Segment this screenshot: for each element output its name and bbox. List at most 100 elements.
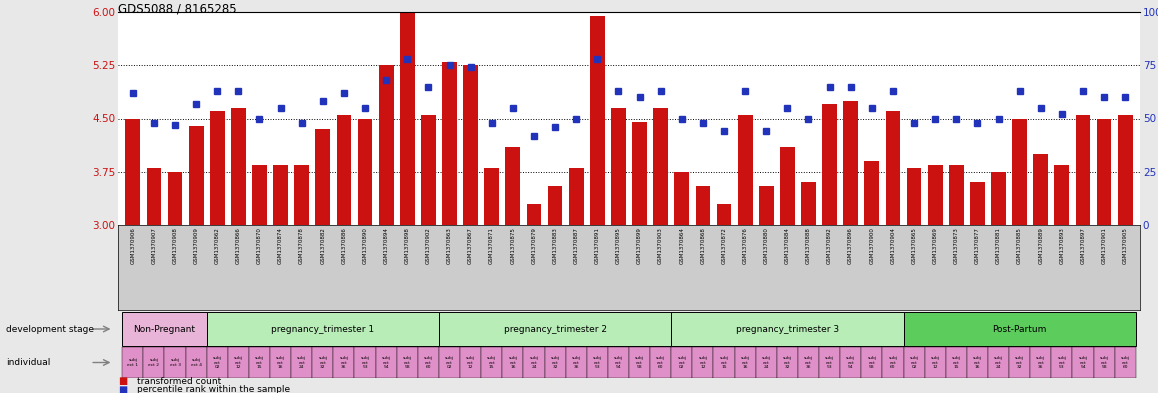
Text: subj
ect
24: subj ect 24 <box>762 356 771 369</box>
Bar <box>988 347 1009 378</box>
Text: subj
ect
32: subj ect 32 <box>318 356 328 369</box>
Text: subj
ect
15: subj ect 15 <box>255 356 264 369</box>
Text: pregnancy_trimester 2: pregnancy_trimester 2 <box>504 325 607 334</box>
Text: ■: ■ <box>118 385 127 393</box>
Text: subj
ect
02: subj ect 02 <box>213 356 221 369</box>
Text: pregnancy_trimester 3: pregnancy_trimester 3 <box>735 325 838 334</box>
Text: GSM1370870: GSM1370870 <box>257 228 262 264</box>
Text: subj
ect
60: subj ect 60 <box>657 356 665 369</box>
Text: subj
ect
53: subj ect 53 <box>826 356 834 369</box>
Bar <box>924 347 946 378</box>
Text: GSM1370872: GSM1370872 <box>721 228 726 264</box>
Bar <box>696 186 710 225</box>
Text: subj
ect
53: subj ect 53 <box>1057 356 1067 369</box>
Bar <box>375 347 397 378</box>
Bar <box>991 172 1006 225</box>
Text: GSM1370894: GSM1370894 <box>383 228 389 264</box>
Bar <box>1012 119 1027 225</box>
Bar <box>882 347 903 378</box>
Bar <box>527 204 542 225</box>
Text: GSM1370874: GSM1370874 <box>278 228 283 264</box>
Text: subj
ect
12: subj ect 12 <box>931 356 939 369</box>
Text: GSM1370902: GSM1370902 <box>426 228 431 264</box>
Text: GSM1370897: GSM1370897 <box>1080 228 1085 264</box>
Text: Post-Partum: Post-Partum <box>992 325 1047 334</box>
Bar <box>315 129 330 225</box>
Bar <box>948 165 963 225</box>
Bar <box>503 347 523 378</box>
Text: GSM1370877: GSM1370877 <box>975 228 980 264</box>
Text: subj
ect
02: subj ect 02 <box>909 356 918 369</box>
Text: GSM1370881: GSM1370881 <box>996 228 1001 264</box>
Text: GSM1370890: GSM1370890 <box>362 228 367 264</box>
Bar <box>611 108 625 225</box>
Text: subj
ect
16: subj ect 16 <box>508 356 518 369</box>
Text: GSM1370900: GSM1370900 <box>870 228 874 264</box>
Bar <box>206 312 439 346</box>
Text: GSM1370880: GSM1370880 <box>764 228 769 264</box>
Bar <box>400 12 415 225</box>
Text: GSM1370884: GSM1370884 <box>785 228 790 264</box>
Text: GSM1370883: GSM1370883 <box>552 228 558 264</box>
Text: GSM1370882: GSM1370882 <box>321 228 325 264</box>
Bar <box>632 122 647 225</box>
Bar <box>886 111 900 225</box>
Bar <box>970 182 984 225</box>
Bar <box>210 111 225 225</box>
Bar <box>1072 347 1093 378</box>
Text: subj
ect
24: subj ect 24 <box>529 356 538 369</box>
Text: subj
ect
16: subj ect 16 <box>276 356 285 369</box>
Text: subj
ect 2: subj ect 2 <box>148 358 160 367</box>
Text: GSM1370895: GSM1370895 <box>616 228 621 264</box>
Bar <box>650 347 672 378</box>
Bar <box>587 347 608 378</box>
Bar <box>841 347 862 378</box>
Text: GSM1370903: GSM1370903 <box>658 228 664 264</box>
Bar <box>822 104 837 225</box>
Bar <box>379 65 394 225</box>
Text: GSM1370891: GSM1370891 <box>595 228 600 264</box>
Bar <box>313 347 334 378</box>
Text: GSM1370909: GSM1370909 <box>193 228 199 264</box>
Bar <box>903 347 924 378</box>
Text: subj
ect
12: subj ect 12 <box>467 356 475 369</box>
Bar <box>713 347 734 378</box>
Text: GSM1370862: GSM1370862 <box>214 228 220 264</box>
Text: GDS5088 / 8165285: GDS5088 / 8165285 <box>118 2 236 15</box>
Text: subj
ect
24: subj ect 24 <box>994 356 1003 369</box>
Text: development stage: development stage <box>6 325 94 334</box>
Bar <box>548 186 563 225</box>
Bar <box>777 347 798 378</box>
Bar <box>397 347 418 378</box>
Text: subj
ect
24: subj ect 24 <box>298 356 306 369</box>
Bar <box>206 347 228 378</box>
Bar <box>672 347 692 378</box>
Bar <box>228 347 249 378</box>
Bar <box>168 172 183 225</box>
Text: GSM1370864: GSM1370864 <box>680 228 684 264</box>
Text: subj
ect
54: subj ect 54 <box>846 356 856 369</box>
Bar <box>1076 115 1091 225</box>
Text: subj
ect
54: subj ect 54 <box>1078 356 1087 369</box>
Bar <box>1009 347 1031 378</box>
Bar <box>144 347 164 378</box>
Bar <box>780 147 794 225</box>
Text: subj
ect
60: subj ect 60 <box>888 356 897 369</box>
Text: subj
ect
16: subj ect 16 <box>973 356 982 369</box>
Bar <box>864 161 879 225</box>
Bar <box>756 347 777 378</box>
Bar <box>523 347 544 378</box>
Bar <box>672 312 903 346</box>
Bar <box>439 347 460 378</box>
Bar <box>903 312 1136 346</box>
Text: subj
ect
15: subj ect 15 <box>952 356 961 369</box>
Text: subj
ect
36: subj ect 36 <box>339 356 349 369</box>
Bar <box>252 165 266 225</box>
Text: GSM1370892: GSM1370892 <box>827 228 833 264</box>
Bar <box>692 347 713 378</box>
Text: subj
ect
53: subj ect 53 <box>360 356 369 369</box>
Bar <box>1093 347 1115 378</box>
Text: GSM1370871: GSM1370871 <box>489 228 494 264</box>
Text: subj
ect 4: subj ect 4 <box>191 358 201 367</box>
Text: GSM1370867: GSM1370867 <box>468 228 474 264</box>
